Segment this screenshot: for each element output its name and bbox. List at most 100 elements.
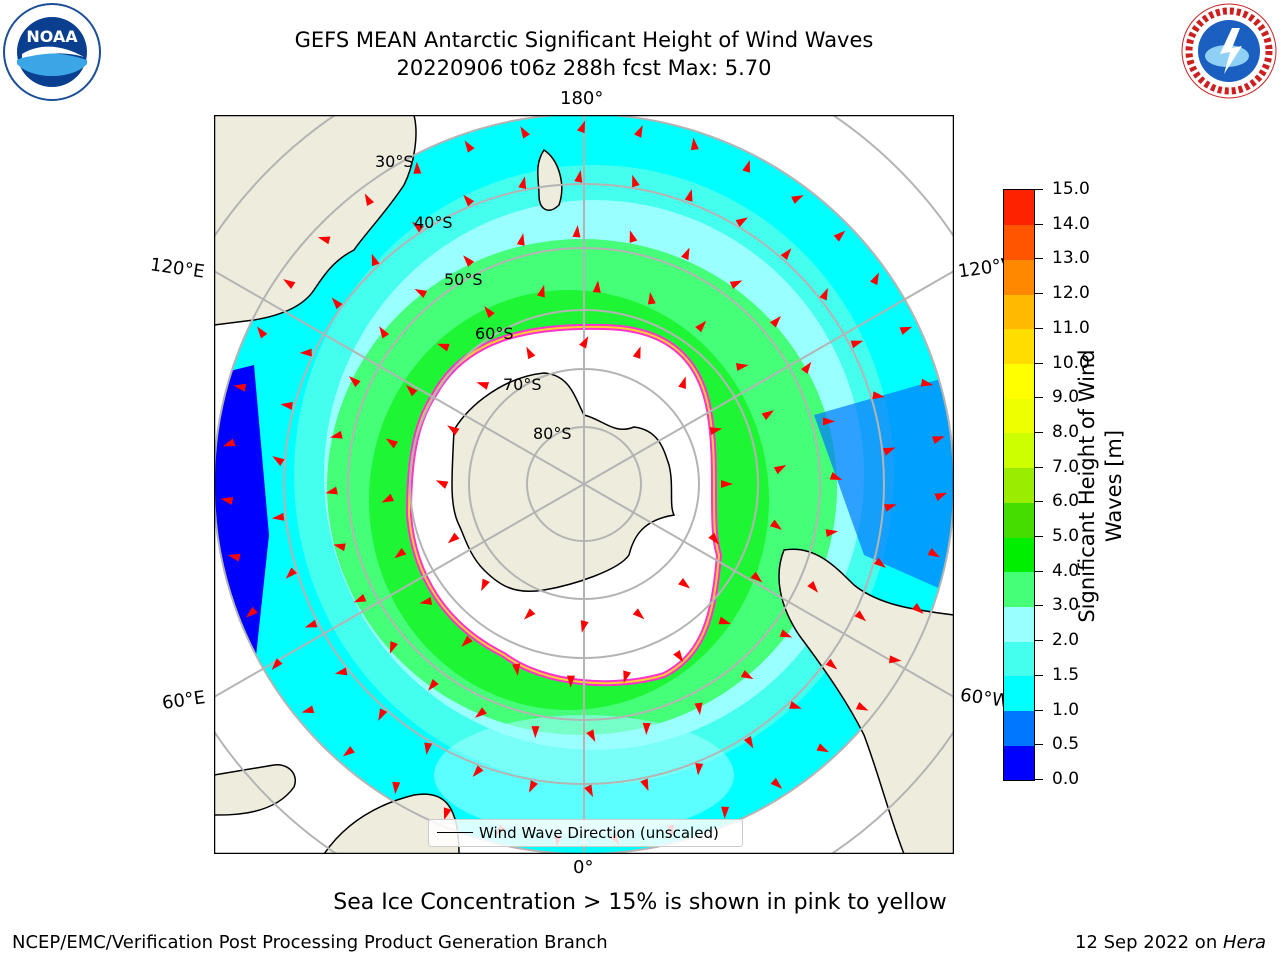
wave-direction-arrow (825, 658, 838, 670)
antarctica (451, 372, 676, 592)
lon-label-top: 180° (560, 88, 604, 109)
wave-direction-arrow (647, 292, 656, 305)
colorbar-tick (1035, 466, 1043, 468)
colorbar-segment (1004, 294, 1034, 330)
wave-direction-arrow (833, 230, 846, 242)
colorbar-tick-label: 14.0 (1052, 213, 1090, 234)
wave-direction-arrow (695, 763, 704, 776)
wave-direction-arrow (461, 635, 473, 647)
map-legend: Wind Wave Direction (unscaled) (428, 819, 743, 847)
footer-date-text: 12 Sep 2022 on (1075, 932, 1223, 953)
wave-direction-arrow (623, 670, 631, 684)
wave-direction-arrow (633, 125, 643, 138)
wave-direction-arrow (735, 217, 748, 227)
colorbar-tick (1035, 293, 1043, 295)
wave-direction-arrow (285, 567, 298, 579)
wave-direction-arrow (304, 619, 318, 628)
legend-line-sample (437, 832, 473, 833)
wave-direction-arrow (342, 746, 355, 757)
wave-direction-arrow (807, 581, 819, 593)
wave-direction-arrow (353, 594, 367, 603)
colorbar-segment (1004, 398, 1034, 434)
wave-direction-arrow (520, 126, 530, 139)
wave-direction-arrow (271, 512, 285, 521)
colorbar-segment (1004, 641, 1034, 677)
wave-direction-arrow (721, 806, 730, 819)
colorbar-segment (1004, 745, 1034, 781)
wave-direction-arrow (381, 493, 395, 503)
colorbar-tick-label: 10.0 (1052, 352, 1090, 373)
wave-direction-arrow (516, 233, 525, 246)
nws-logo (1180, 2, 1278, 104)
wave-direction-arrow (579, 336, 589, 349)
wave-direction-arrow (424, 742, 433, 755)
wave-direction-arrow (789, 701, 802, 709)
wave-direction-arrow (220, 497, 234, 505)
lat-label-30s: 30°S (375, 152, 414, 171)
wave-direction-arrow (572, 225, 581, 238)
wave-direction-arrow (678, 376, 686, 390)
colorbar-segment (1004, 432, 1034, 469)
wave-direction-arrow (512, 663, 521, 676)
wave-direction-arrow (899, 326, 913, 335)
colorbar-tick-label: 8.0 (1052, 421, 1080, 442)
colorbar-tick (1035, 327, 1043, 329)
wave-direction-arrow (257, 326, 268, 339)
svg-text:NOAA: NOAA (26, 27, 78, 46)
legend-label: Wind Wave Direction (unscaled) (479, 824, 719, 842)
wave-direction-arrow (364, 193, 375, 206)
colorbar-segment (1004, 502, 1034, 538)
lon-label-left-upper: 120°E (148, 254, 206, 283)
wave-direction-arrow (222, 438, 236, 447)
wave-direction-arrow (855, 702, 869, 711)
wave-direction-arrow (709, 427, 723, 435)
wave-direction-arrow (233, 383, 247, 392)
wave-direction-arrow (428, 679, 439, 691)
wave-direction-arrow (577, 120, 586, 134)
colorbar-tick (1035, 570, 1043, 572)
footer-branch: NCEP/EMC/Verification Post Processing Pr… (12, 932, 608, 953)
lat-label-80s: 80°S (533, 424, 572, 443)
polar-map (214, 115, 954, 854)
colorbar-tick-label: 6.0 (1052, 491, 1080, 512)
wave-direction-arrow (870, 272, 880, 286)
wave-direction-arrow (632, 608, 645, 620)
colorbar-title: Significant Height of Wind Waves [m] (1075, 349, 1126, 623)
wave-direction-arrow (348, 376, 361, 388)
wave-direction-arrow (694, 702, 703, 715)
wave-direction-arrow (850, 340, 864, 349)
noaa-logo: NOAA (2, 2, 102, 106)
wave-direction-arrow (447, 532, 460, 544)
lat-label-60s: 60°S (475, 324, 514, 343)
colorbar-tick-label: 0.5 (1052, 734, 1080, 755)
colorbar-tick (1035, 362, 1043, 364)
wave-direction-arrow (283, 279, 296, 289)
colorbar-tick (1035, 223, 1043, 225)
wave-direction-arrow (331, 297, 343, 310)
colorbar-tick-label: 1.0 (1052, 699, 1080, 720)
colorbar (1003, 189, 1035, 781)
colorbar-tick-label: 7.0 (1052, 456, 1080, 477)
colorbar-segment (1004, 537, 1034, 573)
wave-direction-arrow (464, 140, 475, 153)
wave-direction-arrow (584, 784, 594, 798)
colorbar-tick (1035, 501, 1043, 503)
lat-label-40s: 40°S (414, 213, 453, 232)
colorbar-tick-label: 9.0 (1052, 387, 1080, 408)
wave-direction-arrow (379, 326, 390, 339)
sea-ice-note: Sea Ice Concentration > 15% is shown in … (333, 890, 947, 915)
wave-direction-arrow (708, 532, 719, 545)
colorbar-segment (1004, 571, 1034, 607)
wave-direction-arrow (406, 385, 418, 397)
wave-direction-arrow (769, 315, 781, 328)
wave-direction-arrow (531, 726, 540, 739)
wave-direction-arrow (523, 608, 536, 620)
colorbar-tick-label: 15.0 (1052, 179, 1090, 199)
wave-direction-arrow (721, 480, 733, 488)
wave-direction-arrow (371, 253, 380, 267)
colorbar-tick-label: 1.5 (1052, 664, 1080, 685)
colorbar-segment (1004, 259, 1034, 295)
wave-direction-arrow (816, 743, 829, 753)
colorbar-tick (1035, 640, 1043, 642)
wave-direction-arrow (299, 348, 312, 357)
